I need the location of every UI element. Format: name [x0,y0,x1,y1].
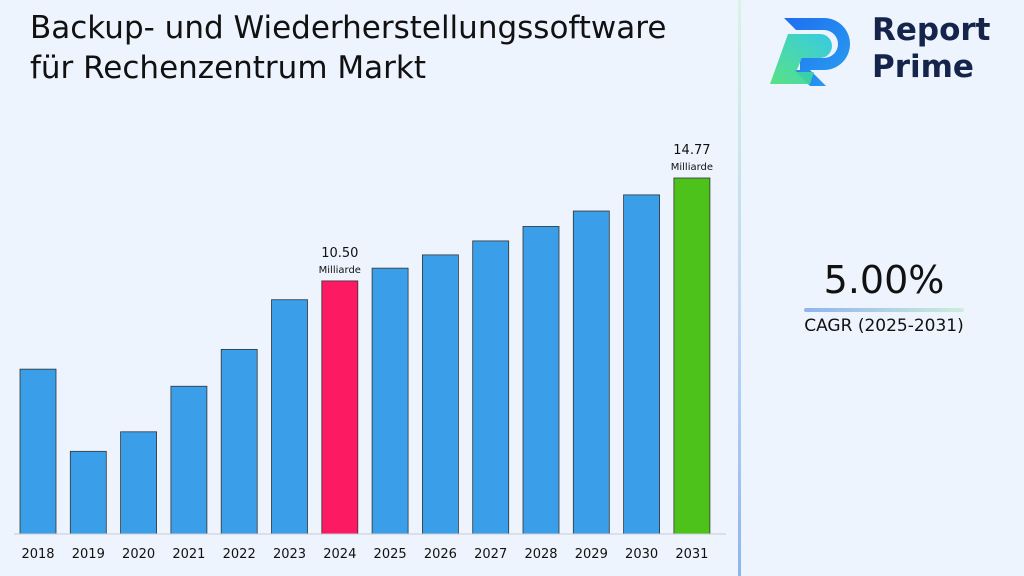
cagr-label: CAGR (2025-2031) [804,316,964,336]
x-tick-label-2028: 2028 [524,547,557,562]
bar-2026 [421,254,459,535]
bar-2025 [371,267,409,535]
panel-divider [738,0,741,576]
brand-name-line-1: Report [872,12,991,48]
bar-2030 [623,194,660,535]
cagr-underline [804,308,964,312]
bar-2021 [170,385,208,535]
bar-2022 [220,348,258,535]
x-tick-label-2025: 2025 [374,547,407,562]
x-tick-label-2019: 2019 [72,547,105,562]
x-tick-label-2018: 2018 [21,547,54,562]
bar-2018 [19,368,57,535]
chart-title-line-1: Backup- und Wiederherstellungssoftware [30,10,667,46]
x-tick-label-2026: 2026 [424,547,457,562]
x-tick-label-2027: 2027 [474,547,507,562]
bar-2020 [120,431,157,535]
x-tick-label-2022: 2022 [223,547,256,562]
chart-title-line-2: für Rechenzentrum Markt [30,50,426,86]
bar-2028 [522,226,560,535]
brand-name: Report Prime [872,12,991,86]
x-tick-label-2021: 2021 [172,547,205,562]
x-tick-label-2031: 2031 [675,547,708,562]
x-tick-label-2030: 2030 [625,547,658,562]
data-label-unit-2024: Milliarde [319,265,361,276]
data-label-value-2024: 10.50 [321,246,358,261]
bar-2029 [572,210,610,535]
chart-title: Backup- und Wiederherstellungssoftware f… [30,8,730,88]
data-label-unit-2031: Milliarde [671,162,713,173]
bar-2024 [321,280,359,535]
x-tick-label-2023: 2023 [273,547,306,562]
cagr-value: 5.00% [823,258,945,302]
data-label-value-2031: 14.77 [673,143,710,158]
bar-2019 [69,450,107,535]
bar-chart: 2018 2019 2020 2021 2022 2023 2024 2025 2026 2027… [14,143,726,562]
report-prime-logo-icon [770,18,850,86]
x-tick-label-2020: 2020 [122,547,155,562]
brand-name-line-2: Prime [872,49,974,85]
bar-2023 [271,299,308,535]
x-tick-label-2024: 2024 [323,547,356,562]
bar-2027 [472,240,510,535]
x-tick-label-2029: 2029 [575,547,608,562]
bar-2031 [673,177,711,535]
